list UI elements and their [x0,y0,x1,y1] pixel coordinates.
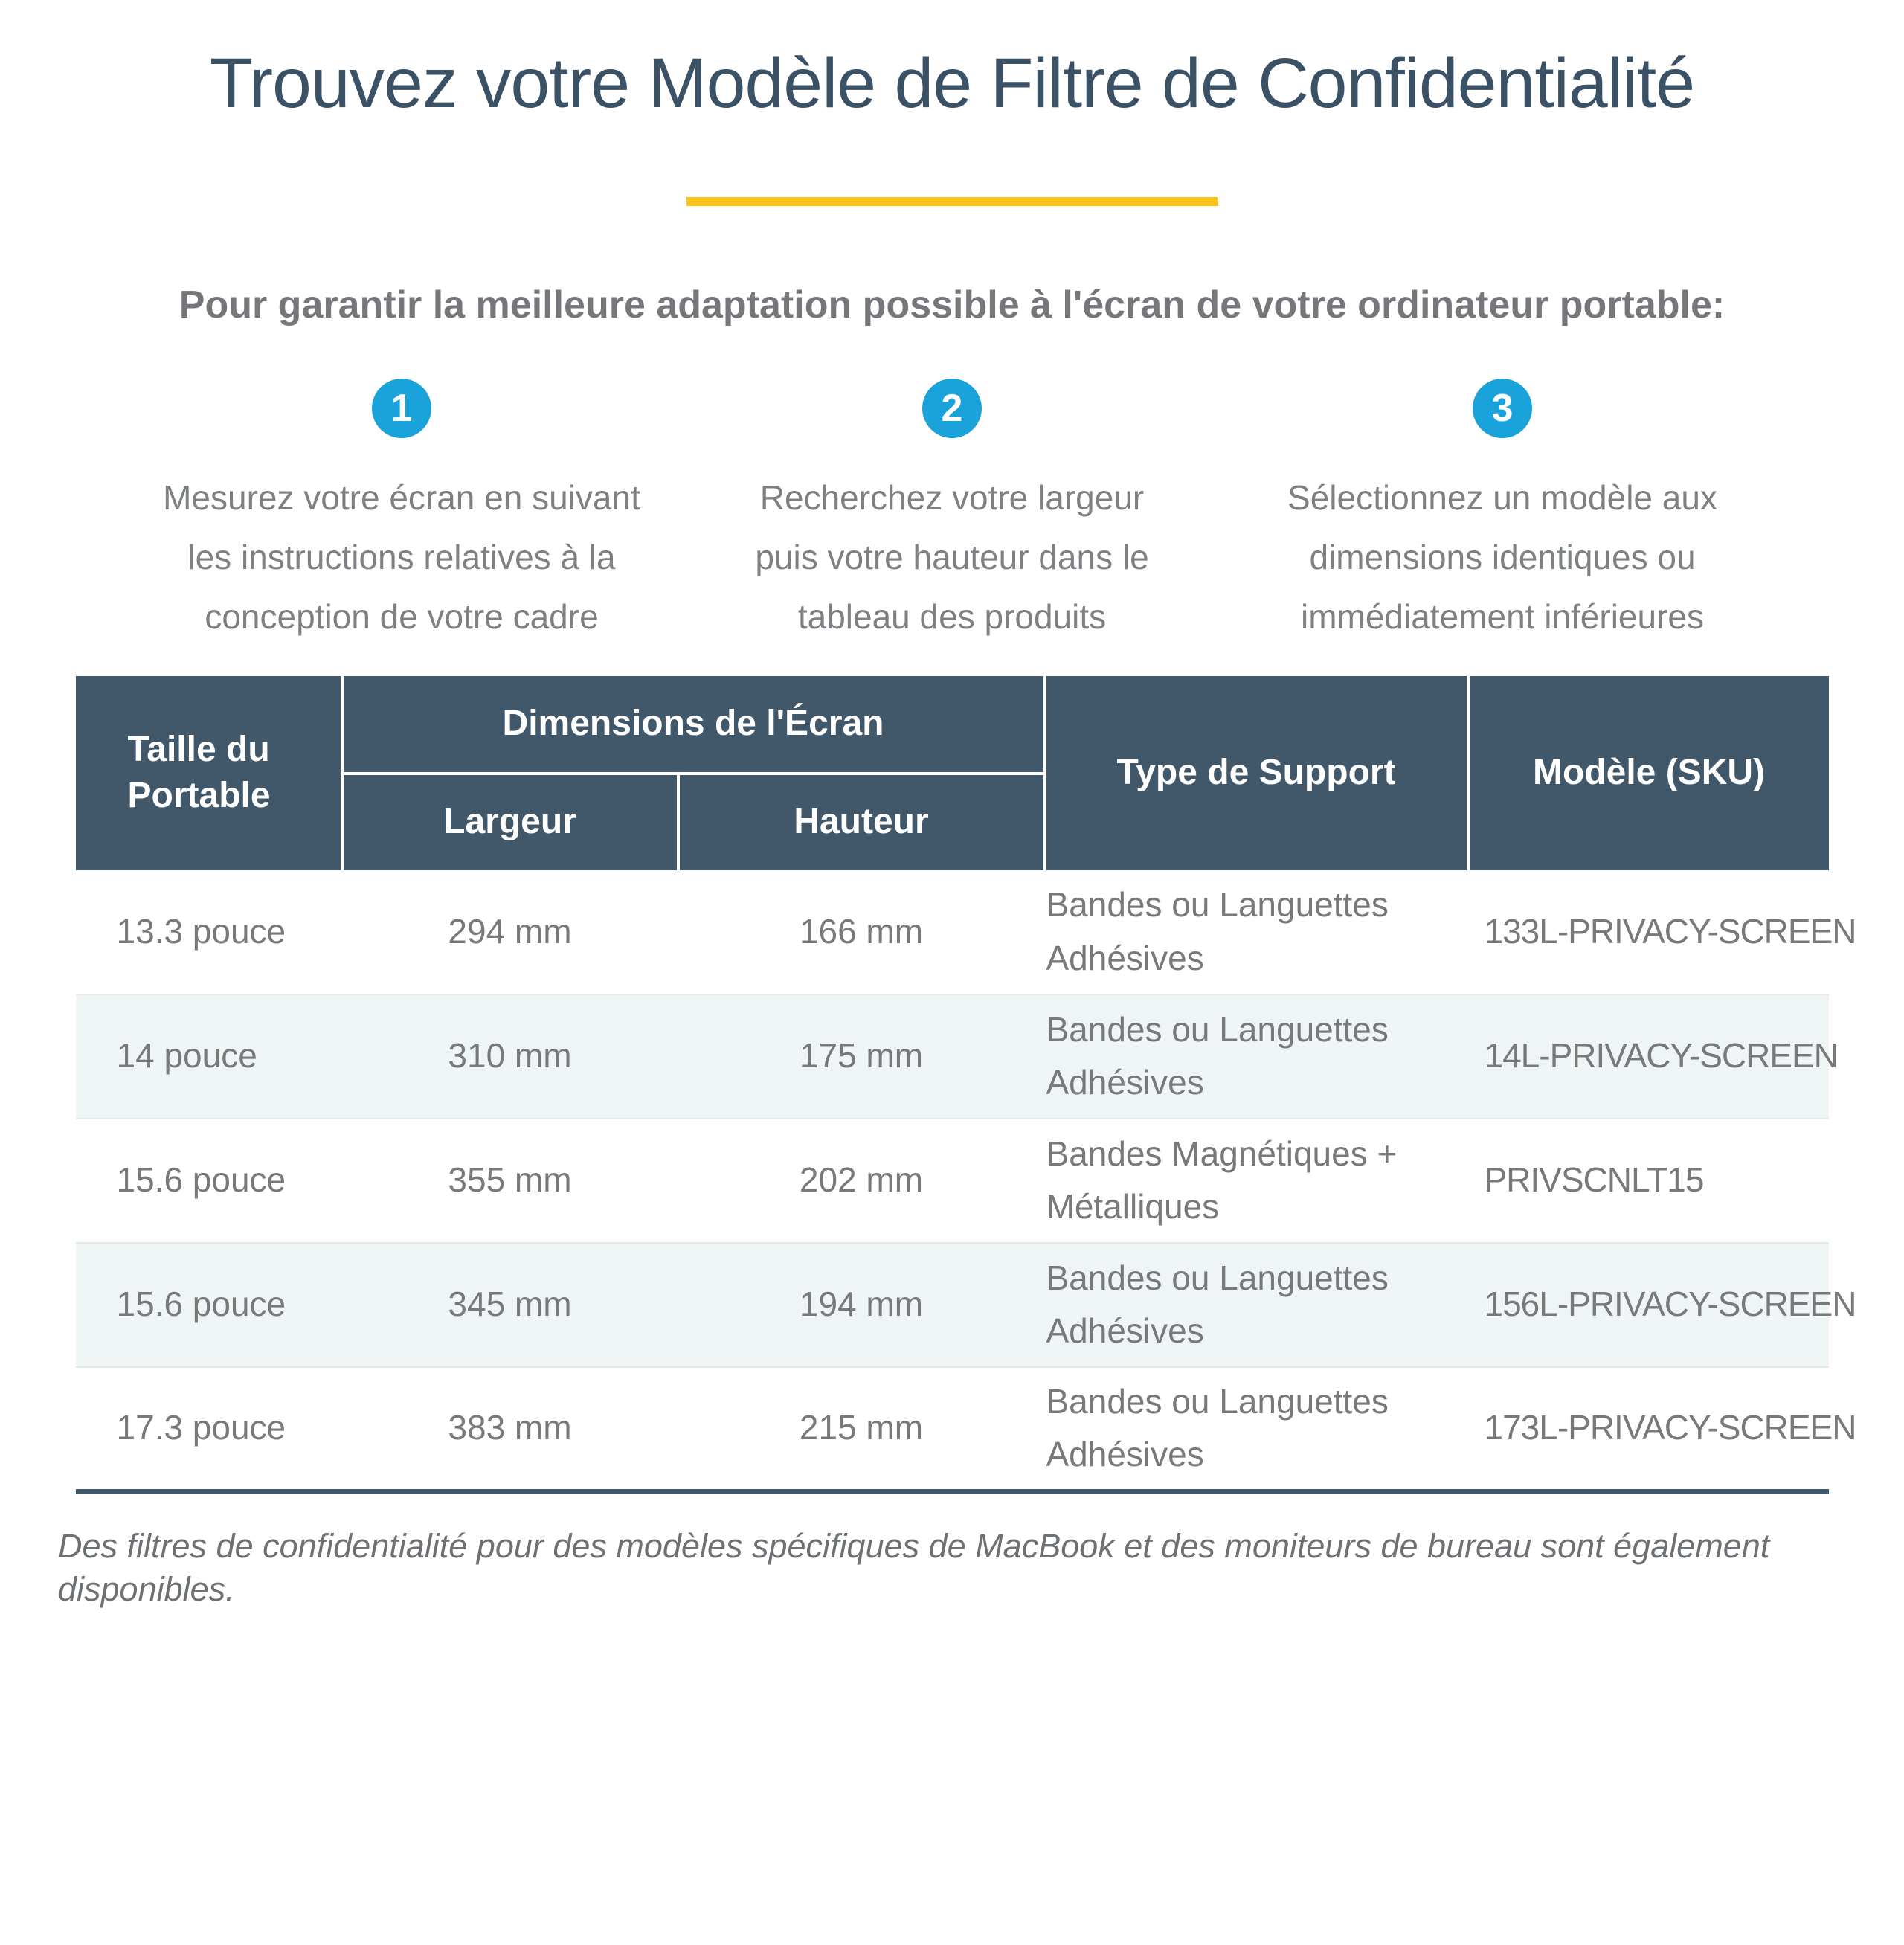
header-mount-type: Type de Support [1043,675,1468,870]
table-row: 17.3 pouce 383 mm 215 mm Bandes ou Langu… [75,1366,1856,1494]
table-row: 13.3 pouce 294 mm 166 mm Bandes ou Langu… [75,869,1856,994]
title-underline-accent [686,197,1218,206]
table-row: 15.6 pouce 345 mm 194 mm Bandes ou Langu… [75,1241,1856,1367]
step-2-number-badge: 2 [922,378,982,438]
cell-width: 355 mm [341,1117,678,1243]
header-screen-dimensions-group: Dimensions de l'Écran [341,675,1045,775]
cell-model-sku: 133L-PRIVACY-SCREEN [1467,869,1856,994]
cell-laptop-size: 17.3 pouce [75,1366,342,1494]
cell-laptop-size: 15.6 pouce [75,1241,342,1367]
cell-model-sku: 156L-PRIVACY-SCREEN [1467,1241,1856,1367]
cell-height: 194 mm [678,1241,1045,1367]
step-1-text: Mesurez votre écran en suivant les instr… [163,478,640,636]
cell-width: 294 mm [341,869,678,994]
cell-mount-type: Bandes ou Languettes Adhésives [1044,869,1468,994]
step-2: 2 Recherchez votre largeur puis votre ha… [692,378,1212,646]
steps-row: 1 Mesurez votre écran en suivant les ins… [141,378,1763,646]
cell-model-sku: PRIVSCNLT15 [1467,1117,1829,1243]
step-3-text: Sélectionnez un modèle aux dimensions id… [1287,478,1717,636]
privacy-filter-guide-page: Trouvez votre Modèle de Filtre de Confid… [0,41,1904,1945]
cell-width: 310 mm [341,993,678,1119]
table-header: Taille du Portable Dimensions de l'Écran… [75,675,1829,870]
step-1: 1 Mesurez votre écran en suivant les ins… [141,378,662,646]
header-model-sku: Modèle (SKU) [1466,675,1829,870]
table-row: 14 pouce 310 mm 175 mm Bandes ou Languet… [75,993,1839,1119]
header-laptop-size: Taille du Portable [75,675,344,870]
intro-text: Pour garantir la meilleure adaptation po… [178,283,1726,327]
product-spec-table: Taille du Portable Dimensions de l'Écran… [75,675,1856,1494]
cell-mount-type: Bandes ou Languettes Adhésives [1044,1241,1468,1367]
page-title: Trouvez votre Modèle de Filtre de Confid… [209,44,1695,123]
cell-height: 202 mm [678,1117,1045,1243]
cell-width: 383 mm [341,1366,678,1494]
cell-mount-type: Bandes ou Languettes Adhésives [1044,1366,1468,1494]
cell-model-sku: 173L-PRIVACY-SCREEN [1467,1366,1856,1494]
cell-height: 175 mm [678,993,1045,1119]
cell-laptop-size: 14 pouce [75,993,342,1119]
cell-laptop-size: 13.3 pouce [75,869,342,994]
cell-mount-type: Bandes Magnétiques + Métalliques [1044,1117,1468,1243]
cell-model-sku: 14L-PRIVACY-SCREEN [1467,993,1839,1119]
step-1-number-badge: 1 [372,378,431,438]
cell-height: 215 mm [678,1366,1045,1494]
cell-height: 166 mm [678,869,1045,994]
cell-width: 345 mm [341,1241,678,1367]
cell-mount-type: Bandes ou Languettes Adhésives [1044,993,1468,1119]
step-3-number-badge: 3 [1473,378,1532,438]
step-2-text: Recherchez votre largeur puis votre haut… [755,478,1149,636]
header-height: Hauteur [676,773,1045,870]
table-row: 15.6 pouce 355 mm 202 mm Bandes Magnétiq… [75,1117,1829,1243]
footnote-text: Des filtres de confidentialité pour des … [58,1526,1770,1609]
cell-laptop-size: 15.6 pouce [75,1117,342,1243]
step-3: 3 Sélectionnez un modèle aux dimensions … [1242,378,1763,646]
header-width: Largeur [341,773,678,870]
